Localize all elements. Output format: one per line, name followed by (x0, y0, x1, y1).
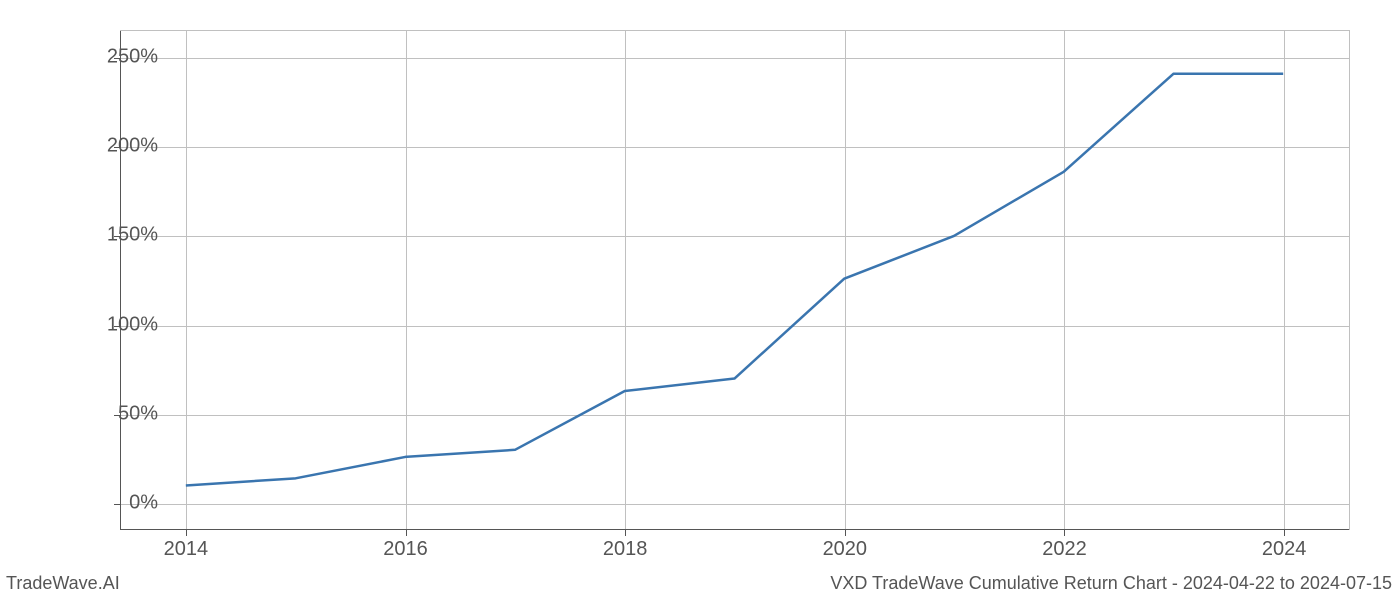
x-tick-label: 2022 (1042, 538, 1087, 561)
footer-caption: VXD TradeWave Cumulative Return Chart - … (830, 573, 1392, 594)
x-tick-label: 2020 (823, 538, 868, 561)
chart-plot-area (120, 30, 1350, 530)
y-tick-label: 250% (107, 45, 158, 68)
x-tick-mark (186, 530, 187, 536)
x-tick-label: 2016 (383, 538, 428, 561)
plot-background (120, 30, 1350, 530)
y-tick-label: 200% (107, 135, 158, 158)
y-tick-label: 0% (129, 492, 158, 515)
x-tick-mark (845, 530, 846, 536)
data-line (120, 31, 1349, 530)
y-tick-label: 150% (107, 224, 158, 247)
x-tick-mark (1284, 530, 1285, 536)
x-tick-mark (406, 530, 407, 536)
x-tick-mark (625, 530, 626, 536)
x-tick-label: 2024 (1262, 538, 1307, 561)
x-tick-mark (1064, 530, 1065, 536)
footer-brand: TradeWave.AI (6, 573, 120, 594)
x-tick-label: 2018 (603, 538, 648, 561)
x-tick-label: 2014 (164, 538, 209, 561)
y-tick-label: 50% (118, 402, 158, 425)
y-tick-label: 100% (107, 313, 158, 336)
return-line (186, 74, 1283, 486)
